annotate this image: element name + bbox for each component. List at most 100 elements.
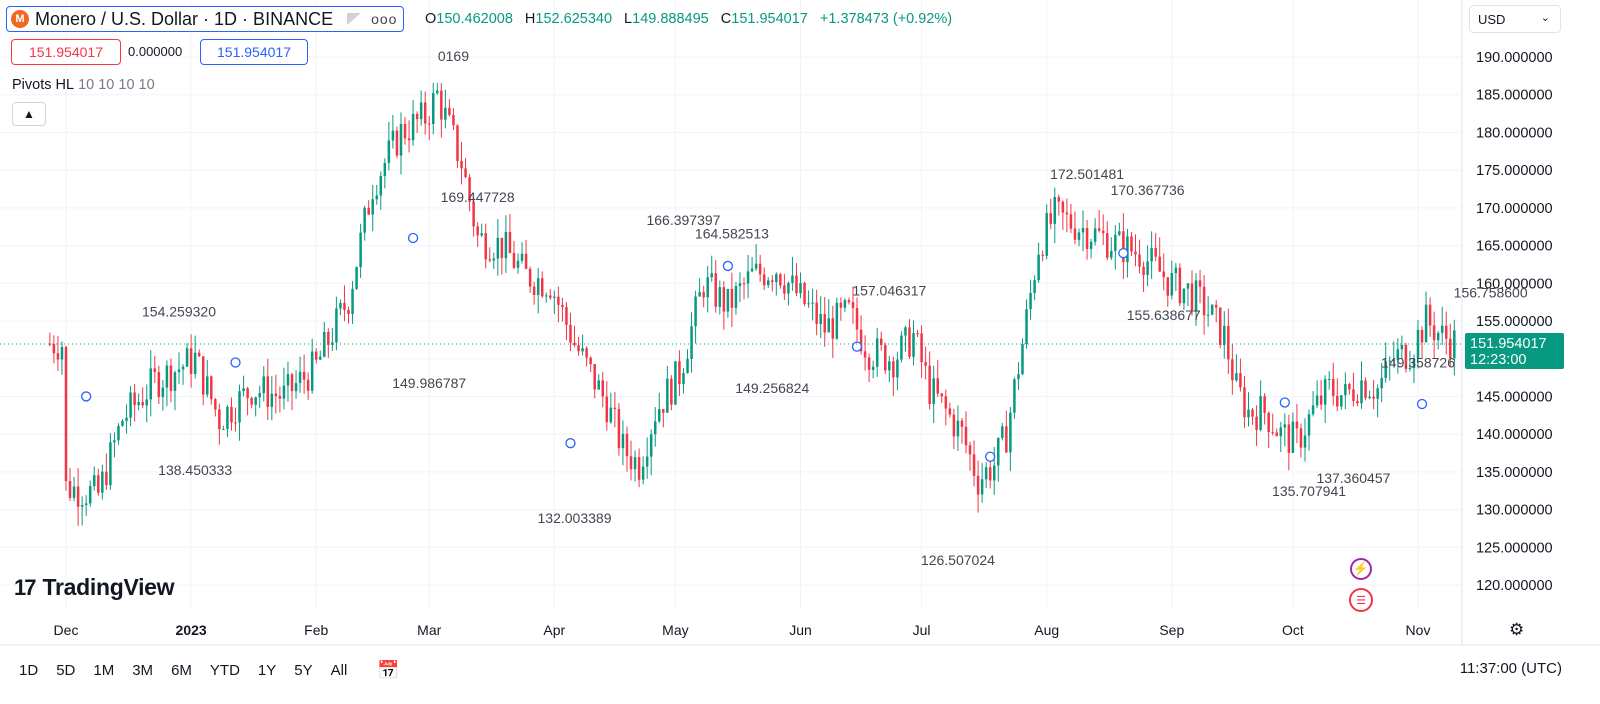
candle-body[interactable] (1069, 214, 1073, 229)
candle-body[interactable] (137, 402, 140, 406)
candle-body[interactable] (1101, 230, 1105, 234)
settings-gear-icon[interactable]: ⚙ (1509, 620, 1525, 639)
candle-body[interactable] (1376, 388, 1379, 399)
candle-body[interactable] (314, 351, 318, 360)
candle-body[interactable] (423, 102, 427, 124)
candle-body[interactable] (379, 175, 383, 196)
candle-body[interactable] (319, 356, 322, 360)
candle-body[interactable] (593, 364, 596, 390)
sell-price-box[interactable]: 151.954017 (11, 39, 121, 65)
candle-body[interactable] (1045, 213, 1048, 256)
candle-body[interactable] (1126, 236, 1129, 263)
candle-body[interactable] (306, 379, 310, 391)
range-1d[interactable]: 1D (19, 661, 39, 679)
candle-body[interactable] (258, 393, 261, 398)
candle-body[interactable] (335, 308, 338, 343)
symbol-title[interactable]: Monero / U.S. Dollar · 1D · BINANCE (35, 8, 334, 29)
candle-body[interactable] (1138, 254, 1141, 267)
candle-body[interactable] (1190, 283, 1194, 312)
candle-body[interactable] (1392, 359, 1396, 361)
candle-body[interactable] (1081, 228, 1085, 233)
candle-body[interactable] (645, 456, 649, 467)
more-options-icon[interactable]: ooo (371, 11, 398, 27)
candle-body[interactable] (972, 454, 976, 476)
candle-body[interactable] (1436, 332, 1440, 341)
candle-body[interactable] (762, 274, 766, 286)
candle-body[interactable] (1089, 241, 1093, 250)
candle-body[interactable] (678, 361, 681, 385)
candle-body[interactable] (181, 366, 185, 370)
candle-body[interactable] (799, 282, 802, 294)
candle-body[interactable] (266, 376, 270, 407)
candle-body[interactable] (960, 420, 964, 427)
candle-body[interactable] (904, 327, 907, 336)
candle-body[interactable] (1400, 344, 1404, 350)
candle-body[interactable] (262, 376, 266, 394)
candle-body[interactable] (617, 409, 621, 449)
candle-body[interactable] (371, 199, 374, 215)
candle-body[interactable] (633, 457, 637, 470)
candle-body[interactable] (1182, 288, 1186, 304)
range-ytd[interactable]: YTD (209, 661, 240, 679)
candle-body[interactable] (1453, 330, 1456, 359)
range-5d[interactable]: 5D (56, 661, 76, 679)
candle-body[interactable] (1214, 304, 1218, 308)
candle-body[interactable] (1303, 435, 1307, 448)
candle-body[interactable] (480, 233, 483, 236)
candle-body[interactable] (536, 278, 540, 295)
candle-body[interactable] (72, 486, 76, 498)
candle-body[interactable] (129, 392, 132, 418)
candle-body[interactable] (97, 475, 100, 493)
candle-body[interactable] (815, 302, 818, 324)
chevron-up-icon[interactable]: ▲ (12, 102, 46, 126)
candle-body[interactable] (670, 378, 673, 405)
candle-body[interactable] (771, 280, 774, 283)
candle-body[interactable] (84, 503, 88, 506)
candle-body[interactable] (1166, 277, 1170, 296)
candle-body[interactable] (1235, 373, 1238, 381)
candle-body[interactable] (286, 374, 290, 386)
candle-body[interactable] (1267, 412, 1270, 433)
candle-body[interactable] (1327, 378, 1331, 380)
candle-body[interactable] (694, 296, 697, 327)
candle-body[interactable] (637, 457, 641, 480)
candle-body[interactable] (201, 356, 205, 395)
candle-body[interactable] (722, 287, 726, 312)
candle-body[interactable] (226, 406, 229, 429)
candle-body[interactable] (992, 465, 996, 481)
candle-body[interactable] (1158, 256, 1161, 272)
candle-body[interactable] (702, 292, 705, 298)
candle-body[interactable] (1263, 396, 1266, 413)
candle-body[interactable] (488, 259, 492, 261)
candle-body[interactable] (924, 362, 927, 366)
candle-body[interactable] (1271, 432, 1274, 434)
candle-body[interactable] (706, 277, 709, 298)
candle-body[interactable] (843, 300, 847, 308)
candle-body[interactable] (984, 467, 988, 480)
candle-body[interactable] (1360, 380, 1363, 404)
candle-body[interactable] (109, 442, 112, 486)
candle-body[interactable] (779, 274, 782, 286)
candle-body[interactable] (682, 373, 685, 385)
symbol-header[interactable]: M Monero / U.S. Dollar · 1D · BINANCE oo… (6, 6, 405, 32)
candle-body[interactable] (448, 107, 451, 115)
candle-body[interactable] (399, 123, 403, 156)
candle-body[interactable] (1049, 213, 1052, 224)
candle-body[interactable] (976, 475, 980, 495)
candle-body[interactable] (411, 113, 415, 141)
candle-body[interactable] (359, 232, 362, 268)
candle-body[interactable] (1218, 307, 1222, 345)
candle-body[interactable] (278, 396, 282, 399)
candle-body[interactable] (56, 353, 60, 360)
candle-body[interactable] (1041, 254, 1044, 256)
candle-body[interactable] (64, 346, 68, 482)
candle-body[interactable] (803, 282, 806, 305)
candle-body[interactable] (948, 408, 952, 415)
candle-body[interactable] (496, 237, 500, 259)
candle-body[interactable] (1251, 409, 1254, 417)
candle-body[interactable] (1336, 395, 1339, 407)
candle-body[interactable] (1134, 251, 1137, 255)
candle-body[interactable] (528, 268, 532, 287)
candle-body[interactable] (1198, 280, 1202, 287)
